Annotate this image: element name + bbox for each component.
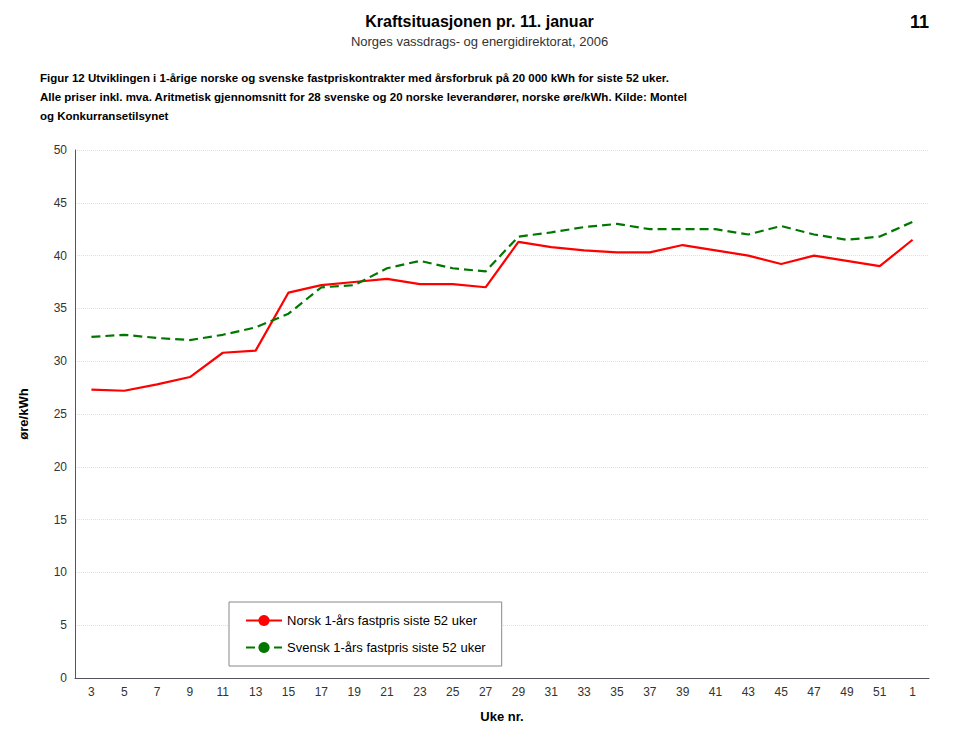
svg-text:19: 19 <box>348 685 362 699</box>
svg-text:29: 29 <box>512 685 526 699</box>
svg-text:25: 25 <box>54 407 68 421</box>
svg-text:5: 5 <box>60 618 67 632</box>
svg-text:33: 33 <box>577 685 591 699</box>
svg-text:Alle priser inkl. mva. Aritmet: Alle priser inkl. mva. Aritmetisk gjenno… <box>40 91 687 103</box>
svg-text:41: 41 <box>709 685 723 699</box>
svg-text:27: 27 <box>479 685 493 699</box>
svg-text:Norges vassdrags- og energidir: Norges vassdrags- og energidirektorat, 2… <box>351 34 608 49</box>
svg-text:7: 7 <box>154 685 161 699</box>
svg-text:39: 39 <box>676 685 690 699</box>
svg-text:13: 13 <box>249 685 263 699</box>
svg-text:Figur 12 Utviklingen i 1-årige: Figur 12 Utviklingen i 1-årige norske og… <box>40 72 669 84</box>
svg-text:Norsk 1-års fastpris siste 52: Norsk 1-års fastpris siste 52 uker <box>287 613 478 628</box>
svg-text:11: 11 <box>217 685 230 699</box>
svg-text:1: 1 <box>909 685 916 699</box>
svg-text:Uke nr.: Uke nr. <box>480 709 523 724</box>
svg-text:15: 15 <box>282 685 296 699</box>
svg-text:15: 15 <box>54 513 68 527</box>
svg-text:35: 35 <box>610 685 624 699</box>
svg-text:Kraftsituasjonen pr. 11. janua: Kraftsituasjonen pr. 11. januar <box>365 13 594 30</box>
svg-text:25: 25 <box>446 685 460 699</box>
svg-text:37: 37 <box>643 685 657 699</box>
svg-text:10: 10 <box>54 565 68 579</box>
svg-text:35: 35 <box>54 301 68 315</box>
svg-text:3: 3 <box>88 685 95 699</box>
svg-text:47: 47 <box>807 685 821 699</box>
svg-text:Svensk 1-års fastpris siste 52: Svensk 1-års fastpris siste 52 uker <box>287 640 486 655</box>
svg-text:9: 9 <box>187 685 194 699</box>
svg-text:21: 21 <box>380 685 394 699</box>
svg-text:49: 49 <box>840 685 854 699</box>
svg-text:45: 45 <box>54 196 68 210</box>
svg-text:20: 20 <box>54 460 68 474</box>
svg-text:23: 23 <box>413 685 427 699</box>
svg-text:31: 31 <box>545 685 559 699</box>
svg-text:40: 40 <box>54 249 68 263</box>
svg-text:og Konkurransetilsynet: og Konkurransetilsynet <box>40 110 169 122</box>
svg-text:30: 30 <box>54 354 68 368</box>
svg-text:45: 45 <box>775 685 789 699</box>
svg-text:øre/kWh: øre/kWh <box>16 388 31 439</box>
svg-text:17: 17 <box>315 685 329 699</box>
svg-text:11: 11 <box>910 12 929 32</box>
svg-text:50: 50 <box>54 143 68 157</box>
svg-text:5: 5 <box>121 685 128 699</box>
svg-text:51: 51 <box>873 685 887 699</box>
svg-text:0: 0 <box>60 671 67 685</box>
svg-text:43: 43 <box>742 685 756 699</box>
